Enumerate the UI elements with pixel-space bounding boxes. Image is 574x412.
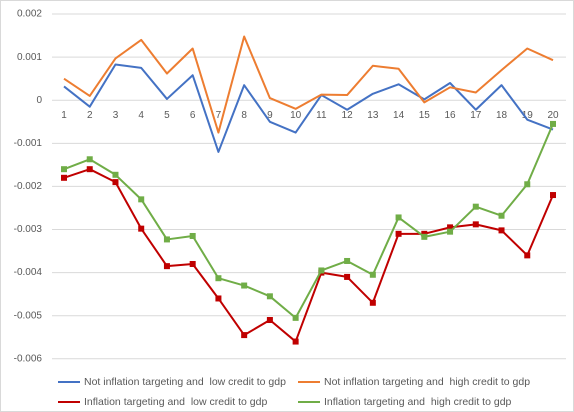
x-tick-label: 10 xyxy=(290,110,302,121)
series-line xyxy=(63,168,554,343)
grid: 0.002 0.001 0 -0.001 -0.002 -0.003 -0.004 -0.00… xyxy=(14,9,566,364)
point-marker xyxy=(472,221,479,228)
point-marker xyxy=(61,166,67,173)
y-tick-label: 0.002 xyxy=(17,9,42,20)
x-tick-label: 1 xyxy=(61,110,67,121)
x-tick-label: 7 xyxy=(216,110,222,121)
point-marker xyxy=(266,317,273,324)
y-tick-label: -0.004 xyxy=(14,267,43,278)
x-tick-label: 13 xyxy=(367,110,379,121)
point-marker xyxy=(498,227,505,234)
plot-area xyxy=(61,35,556,345)
point-marker xyxy=(369,299,376,306)
point-marker xyxy=(447,228,454,235)
x-tick-label: 6 xyxy=(190,110,196,121)
point-marker xyxy=(318,267,325,274)
point-marker xyxy=(189,260,196,267)
point-marker xyxy=(215,295,222,302)
point-marker xyxy=(421,233,428,240)
x-tick-label: 20 xyxy=(547,110,559,121)
y-tick-label: -0.005 xyxy=(14,310,43,321)
point-marker xyxy=(550,120,556,127)
series-line xyxy=(63,123,554,319)
point-marker xyxy=(138,196,145,203)
point-marker xyxy=(472,203,479,210)
x-tick-label: 12 xyxy=(342,110,354,121)
point-marker xyxy=(292,338,299,345)
point-marker xyxy=(524,252,531,259)
point-marker xyxy=(395,214,402,221)
point-marker xyxy=(395,230,402,237)
x-tick-label: 2 xyxy=(87,110,93,121)
legend-label: Inflation targeting and high credit to g… xyxy=(324,396,512,408)
series-line xyxy=(63,35,554,134)
point-marker xyxy=(163,236,170,243)
point-marker xyxy=(86,156,93,163)
legend: Not inflation targeting and low credit t… xyxy=(58,376,530,408)
legend-label: Not inflation targeting and low credit t… xyxy=(84,376,286,388)
x-tick-label: 4 xyxy=(138,110,144,121)
x-tick-label: 19 xyxy=(522,110,534,121)
point-marker xyxy=(86,166,93,173)
point-marker xyxy=(215,275,222,282)
x-tick-label: 3 xyxy=(113,110,119,121)
x-tick-label: 14 xyxy=(393,110,405,121)
legend-label: Inflation targeting and low credit to gd… xyxy=(84,396,267,408)
y-tick-label: -0.003 xyxy=(14,224,43,235)
point-marker xyxy=(61,174,67,181)
point-marker xyxy=(266,293,273,300)
point-marker xyxy=(421,230,428,237)
point-marker xyxy=(369,271,376,278)
point-marker xyxy=(344,257,351,264)
point-marker xyxy=(163,263,170,270)
x-tick-label: 8 xyxy=(241,110,247,121)
x-tick-label: 5 xyxy=(164,110,170,121)
point-marker xyxy=(189,232,196,239)
x-tick-label: 11 xyxy=(316,110,327,121)
point-marker xyxy=(241,282,248,289)
point-marker xyxy=(498,212,505,219)
y-tick-label: -0.001 xyxy=(14,138,43,149)
point-marker xyxy=(241,332,248,339)
point-marker xyxy=(112,179,119,186)
legend-label: Not inflation targeting and high credit … xyxy=(324,376,530,388)
y-tick-label: 0.001 xyxy=(17,52,42,63)
x-tick-label: 16 xyxy=(444,110,456,121)
y-tick-label: -0.006 xyxy=(14,353,43,364)
point-marker xyxy=(447,224,454,231)
x-tick-label: 18 xyxy=(496,110,508,121)
point-marker xyxy=(292,314,299,321)
series-line xyxy=(63,63,554,153)
point-marker xyxy=(550,192,556,199)
x-tick-label: 9 xyxy=(267,110,273,121)
point-marker xyxy=(524,181,531,188)
point-marker xyxy=(112,171,119,178)
x-tick-label: 15 xyxy=(419,110,431,121)
point-marker xyxy=(138,225,145,232)
y-tick-label: 0 xyxy=(36,95,42,106)
x-tick-label: 17 xyxy=(470,110,482,121)
point-marker xyxy=(344,273,351,280)
y-tick-label: -0.002 xyxy=(14,181,43,192)
